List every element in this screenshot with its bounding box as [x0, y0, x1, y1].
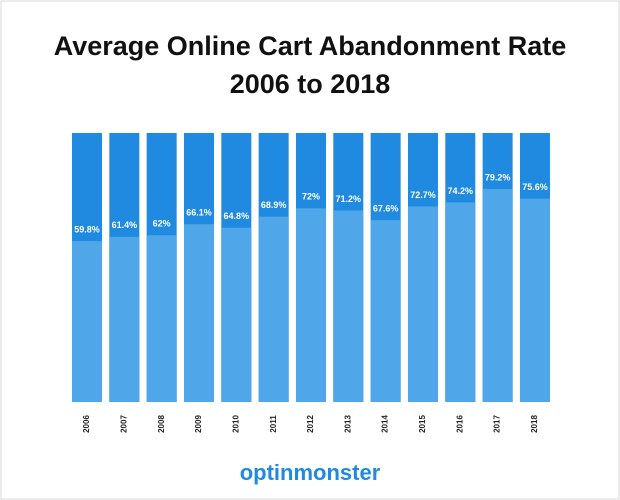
value-label: 62%	[153, 219, 171, 229]
bar	[445, 202, 476, 402]
x-tick-label: 2010	[231, 415, 240, 433]
x-tick-label: 2007	[119, 415, 128, 433]
chart-title: 2006 to 2018	[230, 69, 391, 99]
value-label: 59.8%	[74, 225, 100, 235]
value-label: 61.4%	[112, 220, 138, 230]
logo: optinmonster	[240, 460, 381, 485]
value-label: 74.2%	[448, 186, 474, 196]
x-tick-label: 2006	[82, 415, 91, 433]
value-label: 67.6%	[373, 204, 399, 214]
bar	[183, 224, 214, 402]
bar	[407, 206, 438, 402]
value-label: 79.2%	[485, 172, 511, 182]
value-label: 64.8%	[224, 211, 250, 221]
x-tick-label: 2011	[269, 415, 278, 433]
bar	[258, 216, 289, 402]
bar	[295, 208, 326, 402]
value-label: 71.2%	[336, 194, 362, 204]
chart-title: Average Online Cart Abandonment Rate	[54, 31, 567, 61]
value-label: 66.1%	[186, 208, 212, 218]
bar	[519, 198, 550, 402]
bar	[72, 241, 102, 402]
x-tick-label: 2018	[530, 415, 539, 433]
value-label: 72.7%	[410, 190, 436, 200]
value-label: 75.6%	[522, 182, 548, 192]
x-tick-label: 2013	[343, 415, 352, 433]
x-tick-label: 2016	[455, 415, 464, 433]
x-tick-label: 2017	[493, 415, 502, 433]
x-tick-label: 2008	[157, 415, 166, 433]
x-tick-label: 2009	[194, 415, 203, 433]
bar	[146, 235, 177, 402]
x-tick-label: 2015	[418, 415, 427, 433]
bar	[109, 236, 140, 402]
bar	[482, 188, 513, 402]
x-tick-label: 2014	[381, 415, 390, 433]
bar	[333, 210, 364, 402]
bar	[370, 220, 401, 402]
bar	[221, 227, 252, 402]
x-tick-label: 2012	[306, 415, 315, 433]
value-label: 72%	[302, 192, 320, 202]
value-label: 68.9%	[261, 200, 287, 210]
